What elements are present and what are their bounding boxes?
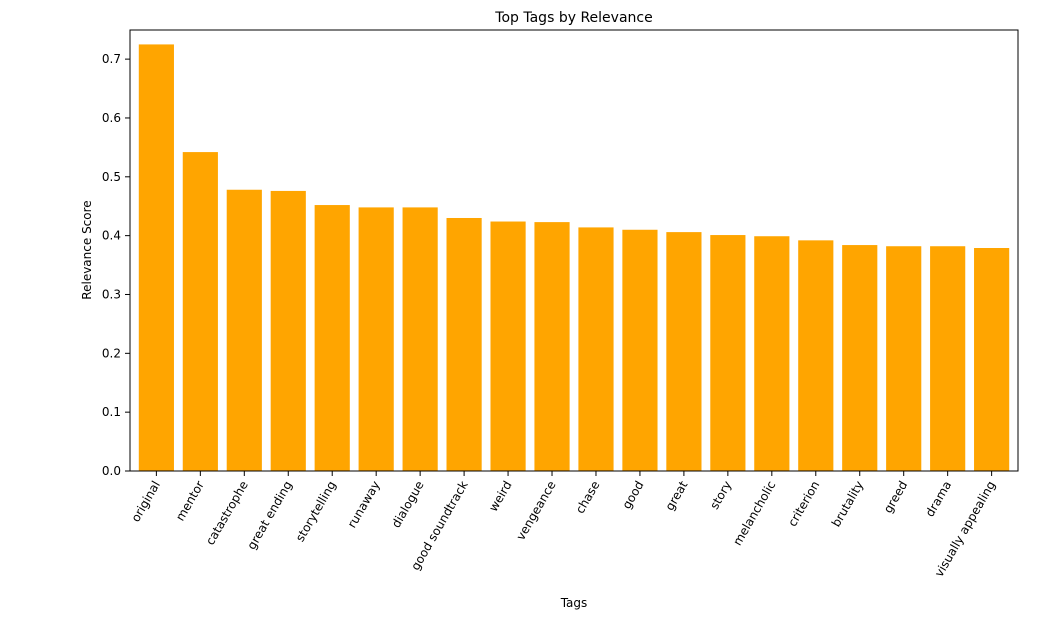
y-tick-label: 0.5 bbox=[102, 170, 121, 184]
y-tick-label: 0.3 bbox=[102, 287, 121, 301]
x-tick-label: storytelling bbox=[293, 479, 339, 545]
y-axis-ticks: 0.0 0.1 0.2 0.3 0.4 0.5 0.6 0.7 bbox=[102, 52, 130, 478]
x-tick-label: dialogue bbox=[389, 479, 427, 531]
x-tick-label: melancholic bbox=[730, 479, 778, 549]
y-tick-label: 0.0 bbox=[102, 464, 121, 478]
bar-visually-appealing bbox=[974, 248, 1010, 471]
bar-melancholic bbox=[754, 236, 790, 471]
x-tick-label: drama bbox=[923, 479, 955, 520]
bar-greed bbox=[886, 246, 922, 471]
bar-story bbox=[710, 235, 746, 471]
x-tick-label: brutality bbox=[829, 479, 866, 530]
bar-chase bbox=[578, 227, 614, 471]
x-tick-label: greed bbox=[881, 479, 910, 516]
bar-good bbox=[622, 229, 658, 471]
bar-dialogue bbox=[402, 207, 438, 471]
bar-good-soundtrack bbox=[446, 217, 482, 471]
bar-drama bbox=[930, 246, 966, 471]
bar-runaway bbox=[358, 207, 394, 471]
x-tick-label: chase bbox=[573, 479, 603, 516]
y-tick-label: 0.1 bbox=[102, 405, 121, 419]
x-tick-label: criterion bbox=[785, 479, 822, 529]
y-axis-label: Relevance Score bbox=[80, 200, 94, 299]
x-tick-label: weird bbox=[486, 479, 515, 514]
bar-great bbox=[666, 232, 702, 471]
bar-catastrophe bbox=[226, 189, 262, 471]
bar-great-ending bbox=[270, 190, 306, 471]
x-tick-label: story bbox=[707, 479, 734, 512]
bar-brutality bbox=[842, 245, 878, 471]
bar-criterion bbox=[798, 240, 834, 471]
bar-storytelling bbox=[314, 205, 350, 472]
y-tick-label: 0.4 bbox=[102, 229, 121, 243]
bar-vengeance bbox=[534, 222, 570, 471]
x-tick-label: great bbox=[663, 478, 691, 513]
bars-group bbox=[138, 44, 1010, 472]
x-tick-label: good bbox=[619, 479, 646, 512]
plot-frame bbox=[129, 29, 1019, 472]
x-tick-label: mentor bbox=[173, 478, 207, 523]
bar-mentor bbox=[182, 152, 218, 471]
bar-weird bbox=[490, 221, 526, 471]
x-tick-label: great ending bbox=[244, 479, 294, 552]
x-tick-label: vengeance bbox=[513, 479, 558, 543]
bar-original bbox=[138, 44, 174, 472]
chart-title: Top Tags by Relevance bbox=[494, 10, 652, 26]
x-tick-label: catastrophe bbox=[203, 479, 251, 548]
y-tick-label: 0.2 bbox=[102, 346, 121, 360]
y-tick-label: 0.6 bbox=[102, 111, 121, 125]
x-tick-label: runaway bbox=[345, 479, 383, 531]
y-tick-label: 0.7 bbox=[102, 52, 121, 66]
x-axis-label: Tags bbox=[560, 596, 588, 610]
x-tick-label: original bbox=[128, 479, 163, 525]
